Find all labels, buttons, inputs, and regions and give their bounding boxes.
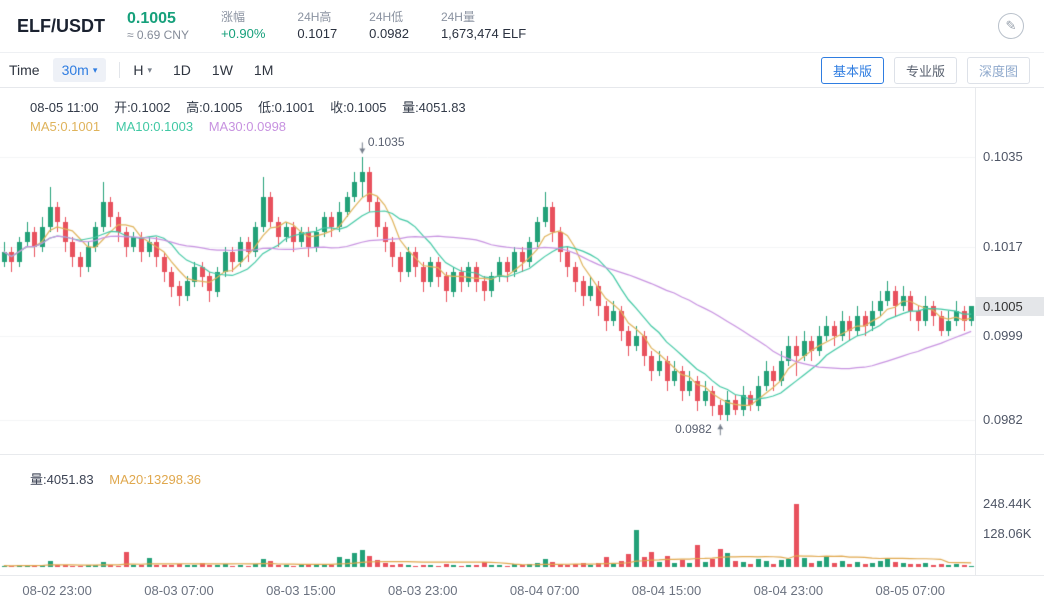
x-axis-label: 08-04 23:00 bbox=[753, 583, 824, 598]
volume-tick-label: 248.44K bbox=[983, 495, 1032, 511]
chevron-down-icon: ▾ bbox=[92, 64, 98, 75]
pair-title: ELF/USDT bbox=[17, 15, 105, 36]
unit-dropdown[interactable]: H ▾ bbox=[133, 62, 152, 78]
x-axis-label: 08-03 07:00 bbox=[144, 583, 214, 598]
ohlc-readout: 08-05 11:00 开:0.1002 高:0.1005 低:0.1001 收… bbox=[30, 97, 478, 116]
ohlc-close: 收:0.1005 bbox=[330, 100, 387, 115]
x-axis-label: 08-02 23:00 bbox=[22, 583, 92, 598]
x-axis-label: 08-03 15:00 bbox=[266, 583, 336, 598]
volume-canvas[interactable] bbox=[0, 455, 975, 575]
x-axis: 08-02 23:00 08-03 07:00 08-03 15:00 08-03 2… bbox=[0, 575, 1044, 604]
current-price-label: 0.1005 bbox=[976, 297, 1044, 317]
stat-24h-low-label: 24H低 bbox=[369, 10, 404, 24]
stat-change-value: +0.90% bbox=[220, 26, 266, 41]
period-1w-button[interactable]: 1W bbox=[211, 62, 233, 78]
price-tick-label: 0.1017 bbox=[983, 238, 1023, 254]
chart-style-button[interactable]: ✎ bbox=[998, 13, 1024, 39]
price-fiat-equivalent: ≈ 0.69 CNY bbox=[127, 28, 189, 42]
price-tick-label: 0.0999 bbox=[983, 327, 1023, 343]
ma5-value: MA5:0.1001 bbox=[30, 119, 101, 134]
chevron-down-icon: ▾ bbox=[147, 64, 153, 75]
stat-24h-volume: 24H量 1,673,474 ELF bbox=[441, 9, 526, 43]
ohlc-high: 高:0.1005 bbox=[186, 100, 243, 115]
volume-tick-label: 128.06K bbox=[983, 526, 1032, 542]
tab-depth-chart[interactable]: 深度图 bbox=[966, 56, 1030, 84]
stat-24h-volume-value: 1,673,474 ELF bbox=[440, 26, 527, 41]
period-1d-button[interactable]: 1D bbox=[173, 62, 191, 78]
unit-dropdown-value: H bbox=[133, 62, 144, 78]
stat-24h-high-value: 0.1017 bbox=[297, 26, 338, 41]
price-block: 0.1005 ≈ 0.69 CNY bbox=[127, 9, 189, 43]
right-axis: 0.1005 0.1035 0.1017 0.0999 0.0982 248.44K 12… bbox=[975, 88, 1044, 575]
header: ELF/USDT 0.1005 ≈ 0.69 CNY 涨幅 +0.90% 24H… bbox=[0, 0, 1044, 52]
toolbar: Time 30m ▾ H ▾ 1D 1W 1M 基本版 专业版 深度图 bbox=[0, 52, 1044, 88]
ohlc-low: 低:0.1001 bbox=[258, 100, 315, 115]
brush-icon: ✎ bbox=[1005, 18, 1017, 33]
x-axis-label: 08-04 07:00 bbox=[509, 583, 580, 598]
stat-24h-high: 24H高 0.1017 bbox=[297, 9, 337, 43]
x-axis-label: 08-05 07:00 bbox=[875, 583, 945, 598]
stat-24h-low-value: 0.0982 bbox=[369, 26, 409, 41]
view-tabs: 基本版 专业版 深度图 bbox=[820, 56, 1030, 84]
interval-dropdown[interactable]: 30m ▾ bbox=[52, 58, 107, 82]
x-axis-label: 08-04 15:00 bbox=[631, 583, 702, 598]
tab-pro-version[interactable]: 专业版 bbox=[893, 56, 957, 84]
ma30-value: MA30:0.0998 bbox=[208, 119, 287, 134]
stat-change: 涨幅 +0.90% bbox=[221, 9, 265, 43]
stat-24h-high-label: 24H高 bbox=[297, 10, 332, 24]
ma-readout: MA5:0.1001 MA10:0.1003 MA30:0.0998 bbox=[30, 119, 298, 134]
toolbar-divider bbox=[119, 62, 121, 78]
ohlc-open: 开:0.1002 bbox=[114, 100, 171, 115]
ohlc-volume: 量:4051.83 bbox=[402, 100, 466, 115]
x-axis-label: 08-03 23:00 bbox=[388, 583, 458, 598]
price-tick-label: 0.0982 bbox=[983, 412, 1023, 428]
price-pane: 08-05 11:00 开:0.1002 高:0.1005 低:0.1001 收… bbox=[0, 88, 975, 455]
volume-pane: 量:4051.83 MA20:13298.36 bbox=[0, 455, 975, 575]
ma10-value: MA10:0.1003 bbox=[115, 119, 194, 134]
volume-ma20-value: MA20:13298.36 bbox=[109, 472, 202, 487]
tab-basic-version[interactable]: 基本版 bbox=[820, 56, 884, 84]
price-tick-label: 0.1035 bbox=[983, 149, 1023, 165]
stat-change-label: 涨幅 bbox=[220, 10, 245, 24]
last-price: 0.1005 bbox=[127, 10, 176, 27]
high-annotation: 0.1035 bbox=[367, 135, 405, 150]
low-annotation: 0.0982 bbox=[675, 422, 712, 437]
pane-divider bbox=[0, 454, 1044, 455]
stat-24h-volume-label: 24H量 bbox=[440, 10, 475, 24]
time-label: Time bbox=[9, 62, 40, 78]
volume-readout: 量:4051.83 MA20:13298.36 bbox=[30, 469, 213, 488]
period-1m-button[interactable]: 1M bbox=[253, 62, 274, 78]
interval-dropdown-value: 30m bbox=[61, 62, 89, 78]
ohlc-time: 08-05 11:00 bbox=[30, 100, 99, 115]
candlestick-canvas[interactable] bbox=[0, 88, 975, 455]
stat-24h-low: 24H低 0.0982 bbox=[369, 9, 409, 43]
volume-value: 量:4051.83 bbox=[30, 472, 94, 487]
